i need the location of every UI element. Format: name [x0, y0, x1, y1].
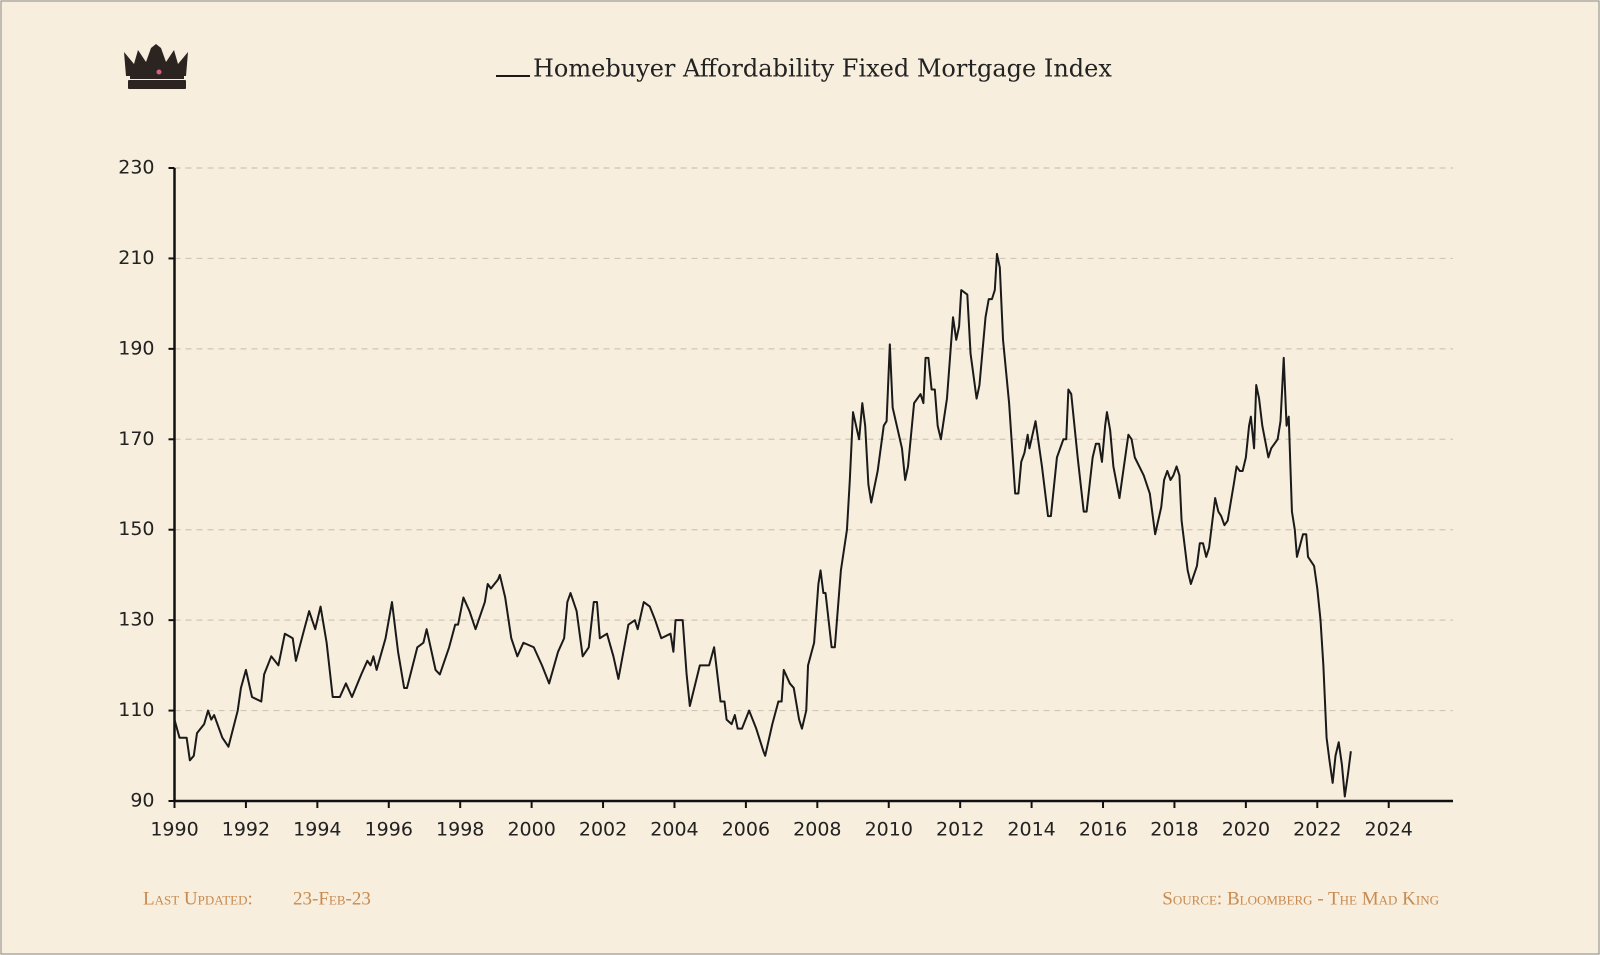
source-note: Source: Bloomberg - The Mad King — [1162, 888, 1439, 909]
x-tick-label: 2014 — [1007, 819, 1055, 841]
y-tick-label: 150 — [118, 518, 154, 540]
series-line — [173, 252, 1352, 798]
legend-label: Homebuyer Affordability Fixed Mortgage I… — [533, 55, 1112, 83]
updated-label: Last Updated: — [143, 888, 253, 909]
x-tick-label: 1998 — [436, 819, 484, 841]
x-tick-label: 2006 — [722, 819, 770, 841]
x-tick-label: 2012 — [936, 819, 984, 841]
x-tick-label: 2022 — [1293, 819, 1341, 841]
x-tick-label: 2010 — [865, 819, 913, 841]
x-tick-label: 2002 — [579, 819, 627, 841]
x-tick-label: 2016 — [1079, 819, 1127, 841]
y-tick-label: 130 — [118, 609, 154, 631]
x-tick-label: 2004 — [650, 819, 698, 841]
y-tick-label: 170 — [118, 428, 154, 450]
y-tick-label: 90 — [130, 790, 154, 812]
x-tick-label: 2000 — [507, 819, 555, 841]
x-tick-label: 1992 — [222, 819, 270, 841]
x-tick-label: 1990 — [150, 819, 198, 841]
x-tick-label: 2008 — [793, 819, 841, 841]
y-tick-label: 110 — [118, 699, 154, 721]
x-tick-label: 2020 — [1222, 819, 1270, 841]
x-tick-label: 2024 — [1365, 819, 1413, 841]
x-tick-label: 1996 — [365, 819, 413, 841]
x-tick-label: 2018 — [1150, 819, 1198, 841]
crown-logo — [124, 44, 188, 89]
y-tick-label: 190 — [118, 337, 154, 359]
updated-date: 23-Feb-23 — [293, 888, 371, 909]
x-tick-label: 1994 — [293, 819, 341, 841]
y-tick-label: 210 — [118, 247, 154, 269]
y-tick-label: 230 — [118, 157, 154, 179]
